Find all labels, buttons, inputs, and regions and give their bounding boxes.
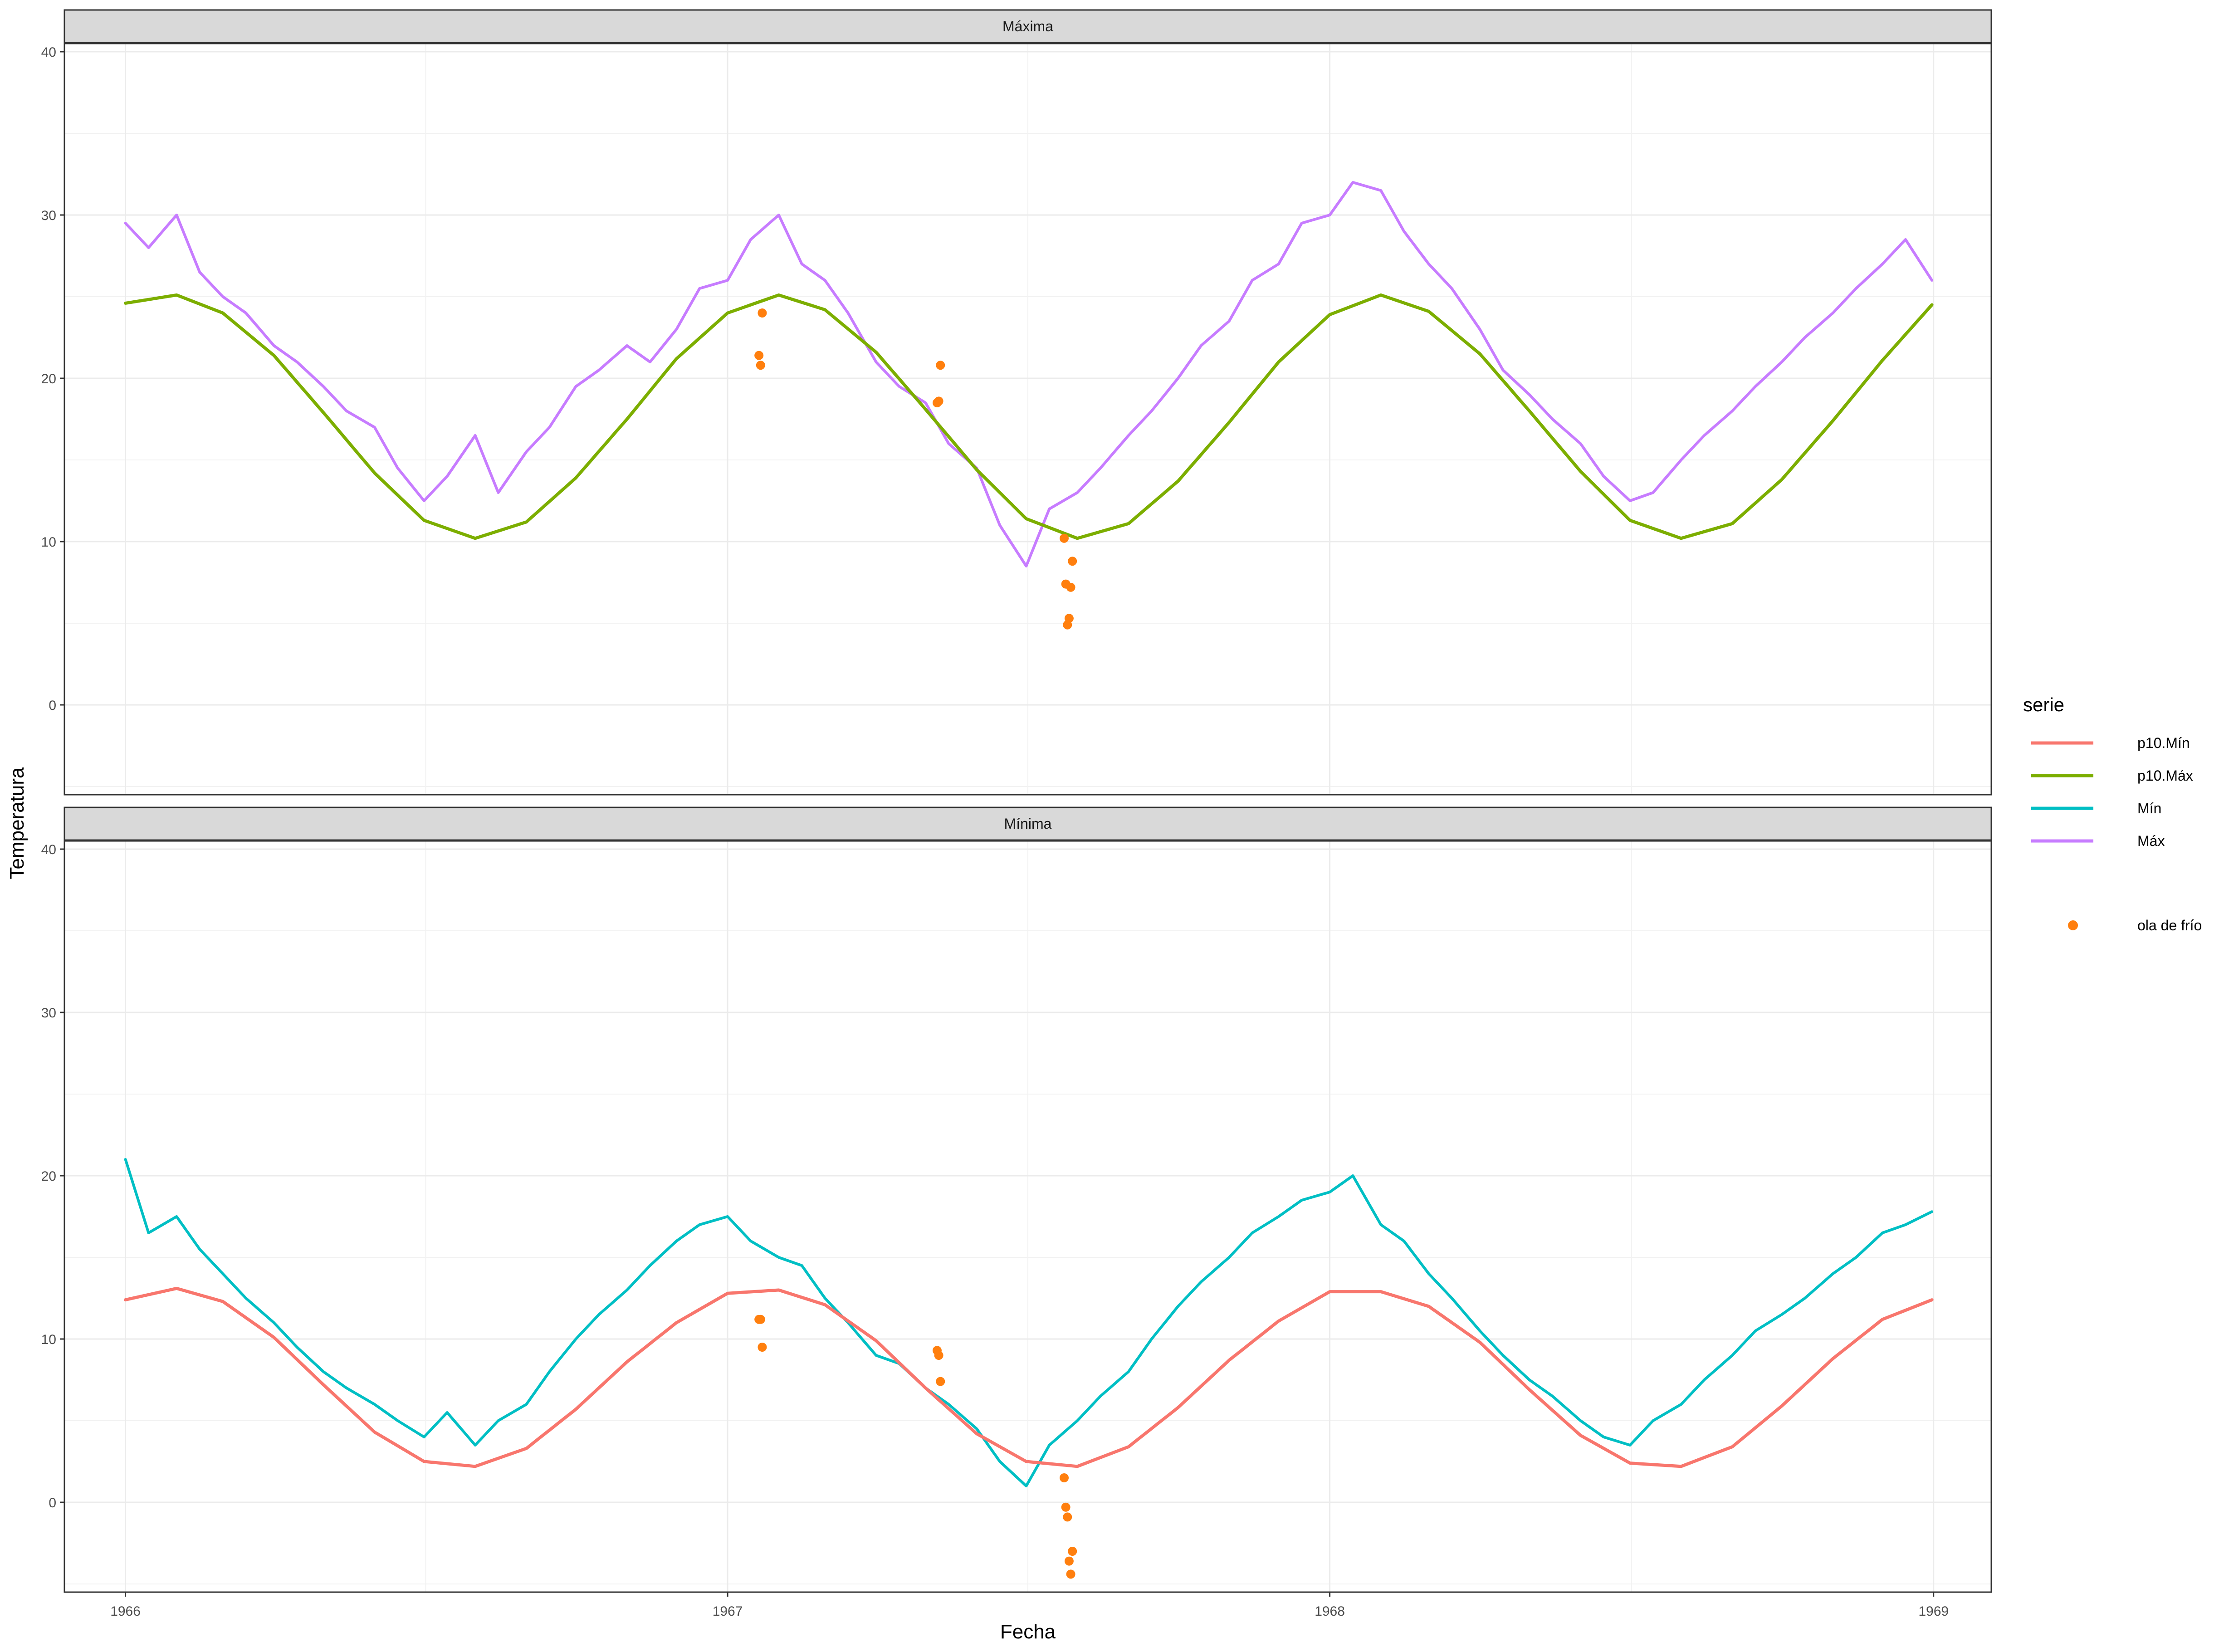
data-point [756, 361, 765, 370]
data-point [758, 1343, 767, 1352]
data-point [1060, 1473, 1069, 1482]
data-point [1060, 533, 1069, 543]
data-point [1066, 582, 1075, 592]
facet-strip [64, 9, 1992, 44]
data-point [936, 1377, 945, 1386]
data-point [756, 1315, 765, 1324]
legend: serie p10.Mín p10.Máx Mín Máx ola de frío [2023, 694, 2202, 934]
panel-0: Máxima 0 10 20 30 40 [41, 9, 1992, 796]
data-point [1066, 1569, 1075, 1579]
data-point [1061, 1502, 1070, 1512]
data-point [934, 1351, 943, 1360]
data-point [1064, 614, 1074, 623]
panel-border [64, 43, 1992, 796]
legend-label: Máx [2137, 833, 2165, 849]
panel-1: Mínima 0 10 20 30 40 [41, 806, 1992, 1593]
facet-strip-label: Máxima [1002, 18, 1053, 34]
x-axis-title: Fecha [1000, 1621, 1056, 1643]
y-tick-label: 30 [41, 1006, 56, 1021]
legend-title: serie [2023, 694, 2064, 715]
y-tick-label: 20 [41, 371, 56, 386]
facet-strip [64, 806, 1992, 841]
legend-label: p10.Mín [2137, 735, 2190, 751]
data-point [754, 351, 764, 360]
y-tick-label: 0 [49, 698, 56, 713]
y-tick-label: 0 [49, 1496, 56, 1510]
x-tick-label: 1969 [1918, 1604, 1949, 1619]
legend-label: Mín [2137, 800, 2161, 816]
data-point [758, 308, 767, 318]
series-line [124, 1158, 1934, 1487]
data-point [934, 396, 943, 406]
data-point [1068, 557, 1077, 566]
series-line [124, 1286, 1934, 1468]
y-axis-title: Temperatura [6, 767, 28, 880]
panel-border [64, 840, 1992, 1593]
series-line [124, 181, 1934, 567]
legend-key [2068, 920, 2078, 930]
legend-label: ola de frío [2137, 917, 2202, 934]
data-point [1064, 1556, 1074, 1566]
y-tick-label: 40 [41, 45, 56, 60]
series-line [124, 293, 1934, 540]
y-tick-label: 30 [41, 208, 56, 223]
facet-strip-label: Mínima [1004, 816, 1052, 832]
y-tick-label: 10 [41, 1332, 56, 1347]
data-point [936, 361, 945, 370]
y-tick-label: 20 [41, 1169, 56, 1184]
x-tick-label: 1966 [110, 1604, 141, 1619]
y-tick-label: 40 [41, 842, 56, 857]
data-point [1068, 1547, 1077, 1556]
x-tick-label: 1968 [1315, 1604, 1345, 1619]
x-tick-label: 1967 [713, 1604, 743, 1619]
legend-label: p10.Máx [2137, 767, 2193, 784]
data-point [1063, 1512, 1072, 1522]
x-axis: 1966 1967 1968 1969 [110, 1592, 1949, 1619]
y-tick-label: 10 [41, 535, 56, 550]
